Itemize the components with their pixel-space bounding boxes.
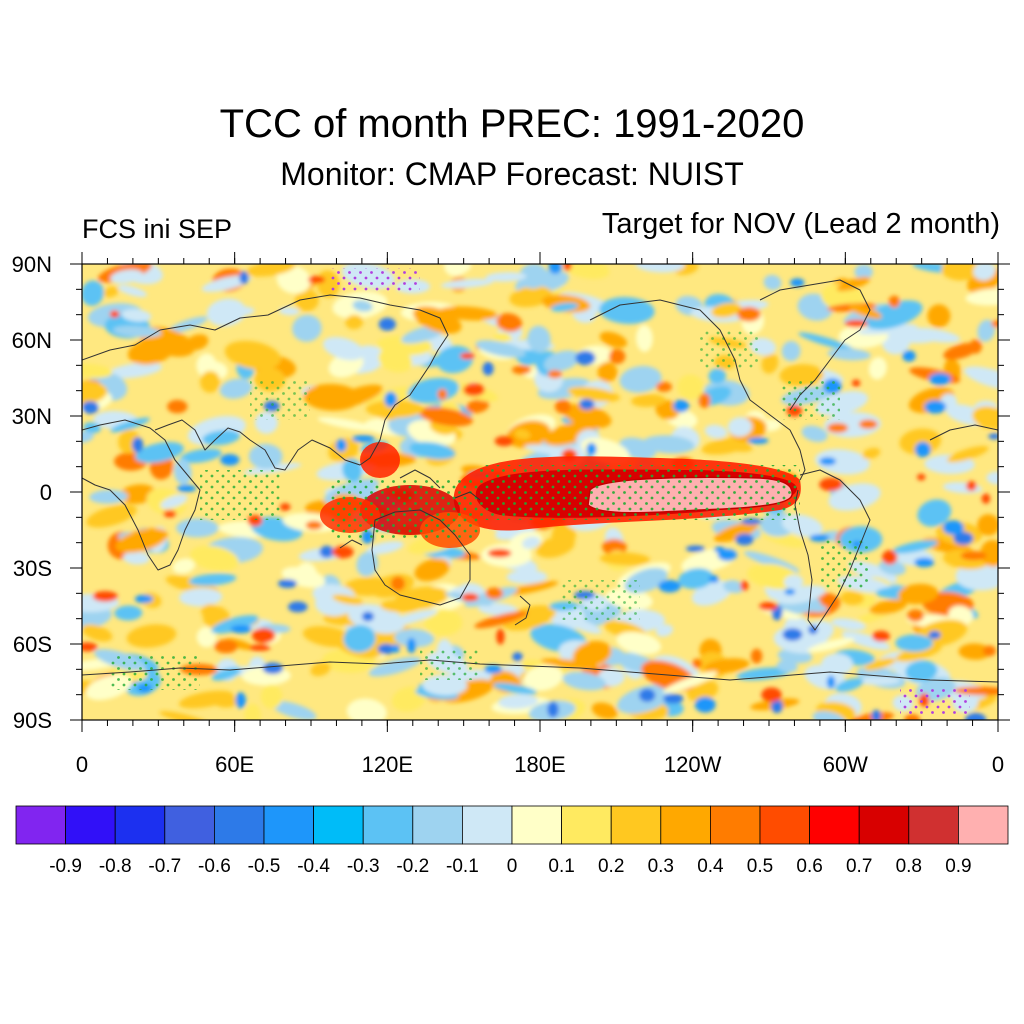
colorbar-swatch — [164, 805, 215, 845]
colorbar-swatch — [313, 805, 364, 845]
colorbar-label: 0.7 — [846, 856, 872, 877]
y-tick-label: 30S — [13, 556, 52, 581]
colorbar-swatch — [710, 805, 761, 845]
y-tick-label: 30N — [12, 404, 52, 429]
colorbar-label: -0.6 — [198, 856, 231, 877]
y-tick-label: 60S — [13, 632, 52, 657]
colorbar-label: 0.6 — [796, 856, 822, 877]
colorbar-label: -0.5 — [248, 856, 281, 877]
y-axis: 90N 60N 30N 0 30S 60S 90S — [12, 252, 52, 733]
colorbar-label: 0.5 — [747, 856, 773, 877]
map-subtitle: Monitor: CMAP Forecast: NUIST — [280, 156, 744, 192]
axis-ticks — [70, 252, 1010, 732]
colorbar-label: 0.8 — [896, 856, 922, 877]
colorbar-swatch — [958, 805, 1009, 845]
colorbar-swatch — [759, 805, 810, 845]
colorbar-swatch — [561, 805, 612, 845]
map-field — [82, 264, 998, 720]
coastlines — [82, 279, 998, 683]
colorbar: -0.9 -0.8 -0.7 -0.6 -0.5 -0.4 -0.3 -0.2 -0.1 0 0.1… — [15, 805, 1009, 877]
x-axis: 0 60E 120E 180E 120W 60W 0 — [76, 752, 1004, 777]
colorbar-swatch — [114, 805, 166, 845]
colorbar-swatch — [610, 805, 662, 845]
colorbar-label: 0.3 — [648, 856, 674, 877]
stipple-patches — [110, 268, 970, 714]
y-tick-label: 90S — [13, 708, 52, 733]
colorbar-swatch — [858, 805, 910, 845]
colorbar-swatch — [263, 805, 314, 845]
colorbar-label: -0.2 — [396, 856, 429, 877]
colorbar-label: 0.9 — [945, 856, 971, 877]
colorbar-label: 0.2 — [598, 856, 624, 877]
colorbar-swatch — [809, 805, 860, 845]
y-tick-label: 90N — [12, 252, 52, 277]
colorbar-swatch — [65, 805, 116, 845]
colorbar-swatch — [461, 805, 513, 845]
x-tick-label: 180E — [514, 752, 565, 777]
x-tick-label: 120E — [362, 752, 413, 777]
colorbar-label: -0.4 — [297, 856, 330, 877]
colorbar-label: -0.8 — [99, 856, 132, 877]
colorbar-label: 0.4 — [697, 856, 724, 877]
y-tick-label: 0 — [40, 480, 52, 505]
left-label: FCS ini SEP — [82, 214, 233, 244]
right-label: Target for NOV (Lead 2 month) — [601, 208, 1000, 240]
y-tick-label: 60N — [12, 328, 52, 353]
enso-core — [453, 456, 801, 531]
x-tick-label: 60E — [215, 752, 254, 777]
colorbar-swatch — [511, 805, 562, 845]
colorbar-label: -0.9 — [49, 856, 82, 877]
colorbar-swatch — [908, 805, 959, 845]
x-tick-label: 60W — [823, 752, 868, 777]
colorbar-label: 0.1 — [548, 856, 574, 877]
x-tick-label: 0 — [992, 752, 1004, 777]
colorbar-swatch — [412, 805, 463, 845]
x-tick-label: 0 — [76, 752, 88, 777]
colorbar-swatch — [362, 805, 414, 845]
x-tick-label: 120W — [664, 752, 722, 777]
colorbar-swatch — [660, 805, 711, 845]
colorbar-label: 0 — [507, 856, 518, 877]
colorbar-swatch — [15, 805, 66, 845]
colorbar-label: -0.1 — [446, 856, 479, 877]
colorbar-label: -0.7 — [148, 856, 181, 877]
map-title: TCC of month PREC: 1991-2020 — [219, 102, 805, 146]
colorbar-label: -0.3 — [347, 856, 380, 877]
colorbar-swatch — [213, 805, 265, 845]
west-pacific-core — [320, 442, 480, 548]
